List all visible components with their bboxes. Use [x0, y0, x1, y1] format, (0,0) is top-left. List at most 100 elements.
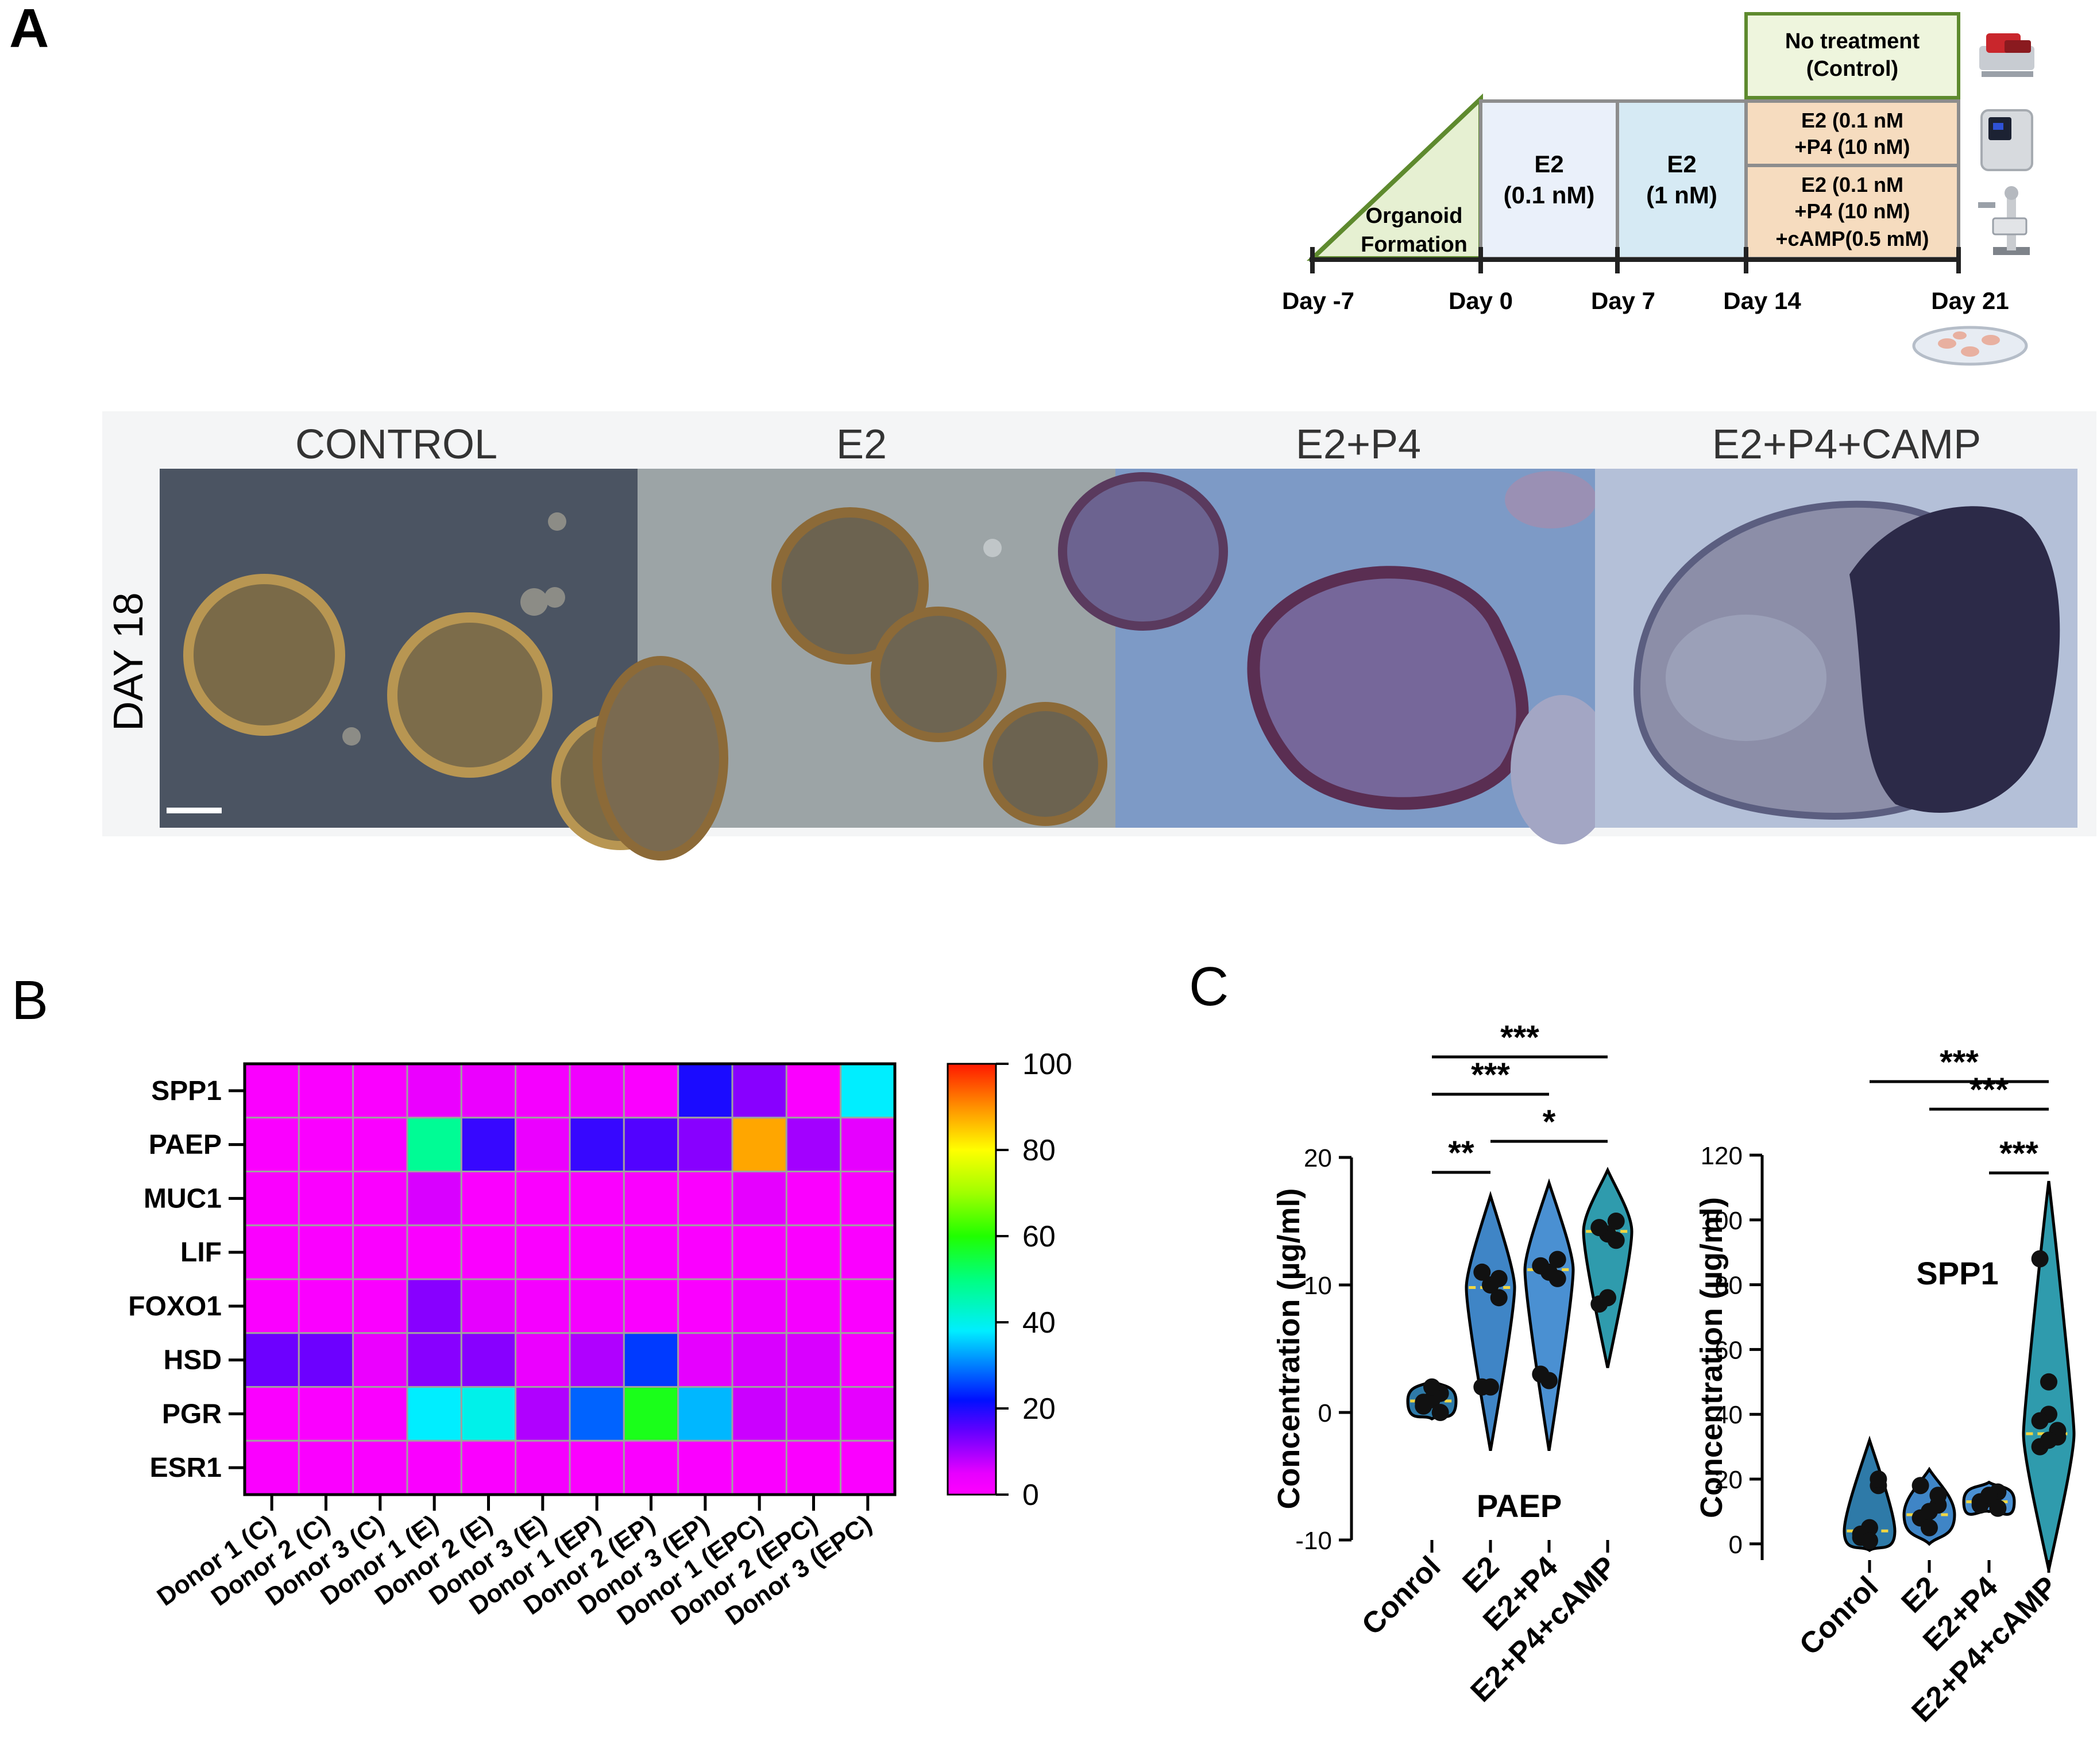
heatmap-cell: [244, 1439, 300, 1496]
heatmap-cell: [515, 1224, 571, 1280]
micrograph-e2-p4: [1058, 469, 1614, 844]
heatmap-cell: [406, 1171, 462, 1226]
heatmap-row-label: HSD: [164, 1345, 222, 1376]
heatmap-row-label: PGR: [162, 1399, 222, 1429]
heatmap-cell: [352, 1224, 408, 1280]
violin-data-point: [1415, 1394, 1432, 1411]
chart-series-label: PAEP: [1477, 1488, 1562, 1524]
heatmap-cell: [460, 1332, 517, 1388]
heatmap-cell: [352, 1171, 408, 1226]
e2-high-dose-box: [1616, 99, 1748, 260]
heatmap-cell: [406, 1386, 462, 1442]
y-tick-label: 10: [1304, 1272, 1332, 1300]
violin-data-point: [2040, 1431, 2057, 1449]
timeline-ticks: [1310, 247, 1961, 273]
violin-data-point: [1490, 1269, 1508, 1287]
heatmap-row-label: ESR1: [150, 1453, 222, 1483]
colorbar-tick-label: 80: [1022, 1134, 1056, 1167]
heatmap-cell: [623, 1224, 679, 1280]
heatmap-chart: SPP1 PAEP MUC1 LIF FOXO1 HSD PGR ESR1 Donor 1 (…: [128, 1048, 1072, 1631]
significance-label: *: [1543, 1103, 1556, 1141]
day-label-21: Day 21: [1931, 287, 2009, 314]
y-tick-label: 80: [1714, 1272, 1743, 1300]
heatmap-row-labels: SPP1 PAEP MUC1 LIF FOXO1 HSD PGR ESR1: [128, 1076, 245, 1483]
micrograph-title-e2-p4: E2+P4: [1296, 422, 1421, 468]
colorbar-tick-label: 0: [1022, 1479, 1039, 1512]
heatmap-cell: [244, 1171, 300, 1226]
heatmap-cell: [840, 1171, 896, 1226]
heatmap-cell: [352, 1386, 408, 1442]
heatmap-cell: [298, 1117, 354, 1172]
heatmap-cell: [515, 1278, 571, 1334]
heatmap-cell: [515, 1171, 571, 1226]
violin-data-point: [1423, 1378, 1441, 1396]
heatmap-cell: [840, 1063, 896, 1119]
heatmap-cell: [785, 1439, 842, 1496]
heatmap-cell: [460, 1386, 517, 1442]
e2-high-dose-label-line2: (1 nM): [1646, 182, 1717, 209]
violin-data-point: [1861, 1532, 1878, 1550]
heatmap-cell: [785, 1117, 842, 1172]
y-tick-label: 0: [1318, 1399, 1332, 1427]
violin-shape: [1523, 1178, 1575, 1451]
y-tick-label: 20: [1714, 1466, 1743, 1494]
micrograph-control: [160, 469, 689, 850]
heatmap-cell: [623, 1332, 679, 1388]
heatmap-cell: [677, 1117, 733, 1172]
heatmap-cell: [569, 1439, 625, 1496]
significance-label: ***: [1940, 1044, 1979, 1081]
heatmap-cell: [352, 1278, 408, 1334]
day-label-7: Day 7: [1591, 287, 1655, 314]
e2-p4-treatment-box: [1744, 99, 1960, 167]
panel-label-a: A: [9, 0, 49, 59]
control-treatment-box: [1744, 12, 1960, 99]
y-tick-label: 100: [1701, 1207, 1743, 1235]
violin-data-point: [2031, 1412, 2049, 1430]
panel-label-c: C: [1189, 956, 1229, 1017]
heatmap-cell: [352, 1117, 408, 1172]
panel-label-b: B: [11, 970, 48, 1031]
heatmap-cell: [677, 1224, 733, 1280]
heatmap-cell: [569, 1171, 625, 1226]
violin-data-point: [1532, 1257, 1550, 1275]
heatmap-cell: [840, 1278, 896, 1334]
x-tick-label: E2: [1895, 1570, 1944, 1619]
heatmap-cell: [731, 1439, 787, 1496]
spp1-violin-chart: 0 20 40 60 80 100 120 Concentration (µg/ml) Conr…: [1694, 1044, 2076, 1729]
colorbar-ticks: 0 20 40 60 80 100: [996, 1048, 1072, 1512]
heatmap-cell: [406, 1439, 462, 1496]
heatmap-cell: [785, 1224, 842, 1280]
heatmap-cell: [352, 1063, 408, 1119]
heatmap-cell: [731, 1278, 787, 1334]
scale-bar: [167, 808, 222, 813]
heatmap-cell: [840, 1117, 896, 1172]
heatmap-cell: [460, 1224, 517, 1280]
heatmap-cell: [785, 1386, 842, 1442]
heatmap-cell: [244, 1332, 300, 1388]
heatmap-cell: [569, 1063, 625, 1119]
violin-data-point: [1911, 1477, 1929, 1495]
heatmap-cell: [677, 1278, 733, 1334]
colorbar-gradient: [947, 1063, 997, 1496]
heatmap-cell: [840, 1332, 896, 1388]
day-label-0: Day 0: [1449, 287, 1513, 314]
microscope-icon: [1978, 186, 2030, 255]
violin-data-point: [1607, 1213, 1625, 1230]
significance-label: **: [1448, 1134, 1474, 1172]
incubator-icon: [1979, 33, 2034, 77]
colorbar-tick-label: 60: [1022, 1220, 1056, 1253]
heatmap-cell: [460, 1439, 517, 1496]
colorbar-tick-label: 40: [1022, 1306, 1056, 1340]
heatmap-cell: [406, 1063, 462, 1119]
colorbar-tick-label: 100: [1022, 1048, 1072, 1081]
violin-data-point: [1548, 1250, 1566, 1268]
heatmap-row-label: LIF: [180, 1237, 222, 1268]
heatmap-cell: [352, 1332, 408, 1388]
y-tick-label: 60: [1714, 1336, 1743, 1364]
significance-label: ***: [1999, 1135, 2038, 1172]
e2-low-dose-box: [1479, 99, 1619, 260]
heatmap-cell: [352, 1439, 408, 1496]
heatmap-cell: [677, 1386, 733, 1442]
violin-shape: [1843, 1435, 1897, 1553]
